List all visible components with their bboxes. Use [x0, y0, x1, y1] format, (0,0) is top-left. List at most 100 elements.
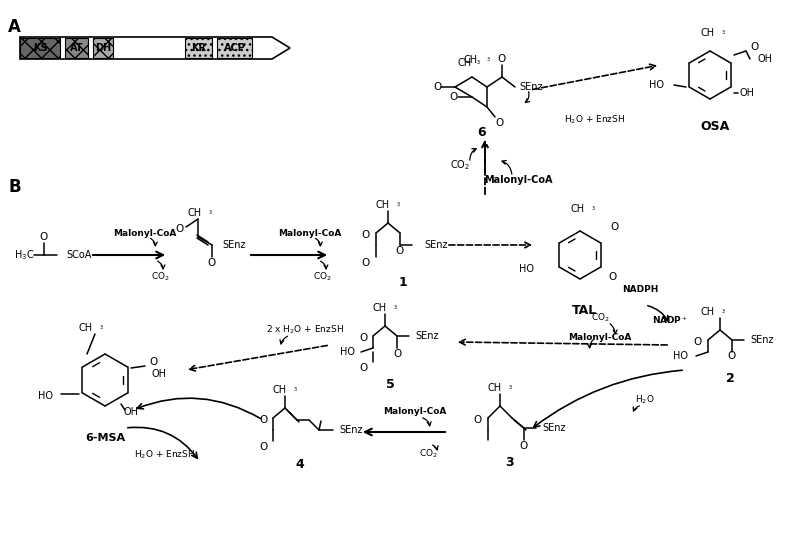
Text: O: O: [149, 357, 158, 367]
Text: HO: HO: [649, 80, 664, 90]
Text: CO$_2$: CO$_2$: [450, 158, 470, 172]
Text: H$_3$C: H$_3$C: [14, 248, 34, 262]
Text: O: O: [208, 258, 216, 268]
Text: O: O: [610, 222, 618, 232]
Text: KR: KR: [191, 43, 206, 53]
Text: O: O: [362, 258, 370, 268]
Text: $_3$: $_3$: [486, 56, 490, 64]
Text: OH: OH: [151, 369, 166, 379]
Text: O: O: [359, 333, 367, 343]
Text: Malonyl-CoA: Malonyl-CoA: [383, 408, 446, 416]
Text: O: O: [362, 230, 370, 240]
Text: 6-MSA: 6-MSA: [85, 433, 125, 443]
Text: OH: OH: [758, 54, 773, 64]
Text: O: O: [393, 349, 401, 359]
Text: CH: CH: [273, 385, 287, 395]
Text: 1: 1: [398, 276, 407, 289]
Text: CH: CH: [488, 383, 502, 393]
Text: 4: 4: [296, 457, 304, 470]
Text: CH: CH: [376, 200, 390, 210]
Text: CO$_2$: CO$_2$: [313, 271, 331, 283]
Text: 6: 6: [478, 126, 486, 139]
Text: SEnz: SEnz: [339, 425, 362, 435]
Text: $_3$: $_3$: [508, 384, 512, 392]
Text: SEnz: SEnz: [424, 240, 447, 250]
Text: Malonyl-CoA: Malonyl-CoA: [278, 229, 342, 237]
Text: OSA: OSA: [700, 120, 730, 133]
Text: SCoA: SCoA: [66, 250, 91, 260]
Text: HO: HO: [673, 351, 688, 361]
Text: CH: CH: [701, 28, 715, 38]
Text: O: O: [40, 232, 48, 242]
Text: Malonyl-CoA: Malonyl-CoA: [484, 175, 552, 185]
Text: $_3$: $_3$: [396, 201, 400, 210]
Text: O: O: [608, 272, 616, 282]
Text: Malonyl-CoA: Malonyl-CoA: [568, 334, 632, 342]
Text: CO$_2$: CO$_2$: [590, 312, 610, 324]
Text: O: O: [259, 415, 267, 425]
FancyBboxPatch shape: [185, 38, 212, 58]
Text: KS: KS: [33, 43, 47, 53]
Text: SEnz: SEnz: [415, 331, 438, 341]
Text: $_3$: $_3$: [590, 205, 595, 213]
Text: OH: OH: [740, 88, 755, 98]
Text: O: O: [450, 92, 458, 102]
Text: O: O: [520, 441, 528, 451]
Text: CO$_2$: CO$_2$: [418, 448, 438, 460]
Text: TAL: TAL: [572, 304, 598, 317]
Text: A: A: [8, 18, 21, 36]
Text: H$_2$O + EnzSH: H$_2$O + EnzSH: [134, 449, 195, 461]
Text: O: O: [259, 442, 267, 452]
Text: CH: CH: [373, 303, 387, 313]
Text: $_3$: $_3$: [721, 29, 726, 37]
Text: SEnz: SEnz: [542, 423, 566, 433]
Text: CH: CH: [458, 58, 472, 68]
FancyBboxPatch shape: [20, 38, 60, 58]
Text: O: O: [694, 337, 702, 347]
Text: CH: CH: [464, 55, 478, 65]
Text: NADP$^+$: NADP$^+$: [652, 314, 688, 326]
Text: $_3$: $_3$: [393, 304, 398, 312]
Text: AT: AT: [70, 43, 83, 53]
Text: $_3$: $_3$: [721, 308, 726, 316]
Text: SEnz: SEnz: [222, 240, 246, 250]
Text: O: O: [750, 42, 758, 52]
Text: HO: HO: [38, 391, 53, 401]
Text: 5: 5: [386, 377, 394, 391]
Text: O: O: [396, 246, 404, 256]
Text: O: O: [498, 54, 506, 64]
FancyBboxPatch shape: [217, 38, 252, 58]
Text: CH: CH: [571, 204, 585, 214]
Text: $_3$: $_3$: [293, 386, 298, 394]
Text: Malonyl-CoA: Malonyl-CoA: [114, 229, 177, 237]
Text: CH: CH: [701, 307, 715, 317]
Text: CH: CH: [79, 323, 93, 333]
Text: SEnz: SEnz: [519, 82, 542, 92]
Text: OH: OH: [123, 407, 138, 417]
Text: CO$_2$: CO$_2$: [150, 271, 170, 283]
Text: O: O: [359, 363, 367, 373]
FancyBboxPatch shape: [65, 38, 88, 58]
FancyBboxPatch shape: [93, 38, 113, 58]
Text: ACP: ACP: [223, 43, 246, 53]
Text: DH: DH: [95, 43, 111, 53]
Text: H$_2$O: H$_2$O: [635, 394, 655, 406]
Text: HO: HO: [519, 264, 534, 274]
Text: 2: 2: [726, 371, 734, 385]
Text: $_3$: $_3$: [208, 209, 212, 217]
Text: O: O: [474, 415, 482, 425]
Text: $_3$: $_3$: [476, 59, 480, 67]
Text: SEnz: SEnz: [750, 335, 774, 345]
Text: HO: HO: [340, 347, 355, 357]
Text: O: O: [176, 224, 184, 234]
Text: NADPH: NADPH: [622, 286, 658, 294]
Polygon shape: [20, 37, 290, 59]
Text: O: O: [433, 82, 441, 92]
Text: 3: 3: [506, 456, 514, 468]
Text: O: O: [495, 118, 503, 128]
Text: CH: CH: [188, 208, 202, 218]
Text: B: B: [8, 178, 21, 196]
Text: O: O: [728, 351, 736, 361]
Text: 2 x H$_2$O + EnzSH: 2 x H$_2$O + EnzSH: [266, 324, 344, 336]
Text: $_3$: $_3$: [98, 324, 103, 332]
